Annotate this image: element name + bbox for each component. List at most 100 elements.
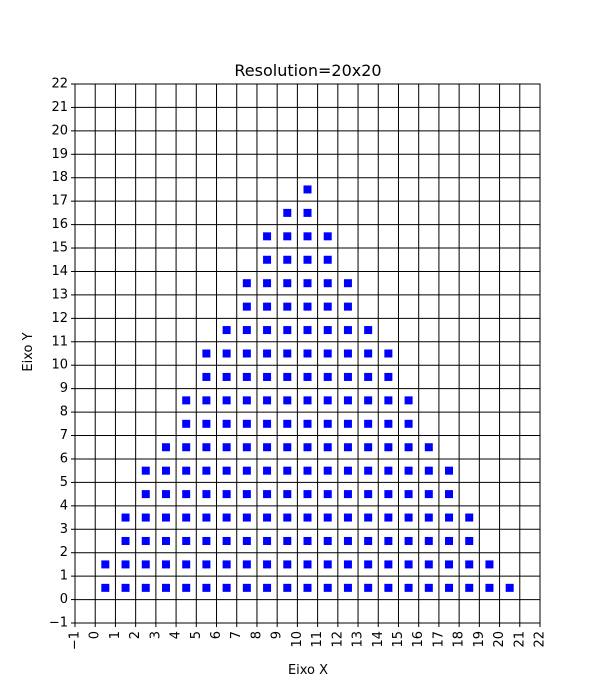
data-point bbox=[141, 583, 150, 592]
data-point bbox=[323, 396, 332, 405]
x-tick-label: −1 bbox=[68, 631, 83, 650]
data-point bbox=[283, 232, 292, 241]
data-point bbox=[384, 536, 393, 545]
y-tick-label: 19 bbox=[51, 147, 68, 162]
data-point bbox=[303, 349, 312, 358]
data-point bbox=[101, 560, 110, 569]
x-tick-label: 13 bbox=[351, 631, 366, 648]
data-point bbox=[263, 326, 272, 335]
data-point bbox=[364, 443, 373, 452]
x-tick-label: 2 bbox=[128, 631, 143, 639]
x-tick-label: 12 bbox=[330, 631, 345, 648]
data-point bbox=[283, 372, 292, 381]
data-point bbox=[364, 490, 373, 499]
data-point bbox=[303, 279, 312, 288]
data-point bbox=[121, 536, 130, 545]
data-point bbox=[222, 326, 231, 335]
data-point bbox=[343, 443, 352, 452]
data-point bbox=[445, 583, 454, 592]
data-point bbox=[303, 583, 312, 592]
data-point bbox=[222, 443, 231, 452]
data-point bbox=[263, 302, 272, 311]
data-point bbox=[404, 466, 413, 475]
data-point bbox=[323, 560, 332, 569]
data-point bbox=[161, 490, 170, 499]
data-point bbox=[202, 583, 211, 592]
data-point bbox=[465, 583, 474, 592]
data-point bbox=[242, 536, 251, 545]
data-point bbox=[283, 536, 292, 545]
data-point bbox=[263, 255, 272, 264]
x-axis-label: Eixo X bbox=[288, 663, 328, 678]
data-point bbox=[101, 583, 110, 592]
data-point bbox=[343, 349, 352, 358]
data-point bbox=[283, 208, 292, 217]
data-point bbox=[202, 396, 211, 405]
data-point bbox=[263, 513, 272, 522]
data-point bbox=[364, 326, 373, 335]
data-point bbox=[404, 536, 413, 545]
x-tick-label: 20 bbox=[492, 631, 507, 648]
data-point bbox=[384, 372, 393, 381]
data-point bbox=[303, 302, 312, 311]
data-point bbox=[323, 536, 332, 545]
x-tick-label: 22 bbox=[533, 631, 548, 648]
data-point bbox=[343, 372, 352, 381]
data-point bbox=[364, 513, 373, 522]
y-tick-label: 18 bbox=[51, 170, 68, 185]
data-point bbox=[283, 255, 292, 264]
data-point bbox=[384, 443, 393, 452]
data-point bbox=[242, 490, 251, 499]
data-point bbox=[283, 396, 292, 405]
data-point bbox=[242, 466, 251, 475]
data-point bbox=[141, 536, 150, 545]
data-point bbox=[404, 560, 413, 569]
data-point bbox=[323, 513, 332, 522]
data-point bbox=[424, 513, 433, 522]
data-point bbox=[222, 466, 231, 475]
data-point bbox=[263, 490, 272, 499]
data-point bbox=[323, 232, 332, 241]
x-tick-label: 7 bbox=[229, 631, 244, 639]
x-tick-label: 5 bbox=[189, 631, 204, 639]
data-point bbox=[141, 490, 150, 499]
data-point bbox=[404, 396, 413, 405]
y-tick-label: 11 bbox=[51, 334, 68, 349]
data-point bbox=[323, 419, 332, 428]
data-point bbox=[303, 490, 312, 499]
data-point bbox=[323, 583, 332, 592]
data-point bbox=[283, 583, 292, 592]
data-point bbox=[263, 396, 272, 405]
data-point bbox=[343, 279, 352, 288]
data-point bbox=[364, 396, 373, 405]
data-point bbox=[323, 372, 332, 381]
data-point bbox=[303, 536, 312, 545]
x-tick-label: 21 bbox=[512, 631, 527, 648]
data-point bbox=[303, 326, 312, 335]
data-point bbox=[384, 349, 393, 358]
data-point bbox=[323, 326, 332, 335]
data-point bbox=[323, 302, 332, 311]
y-tick-label: 10 bbox=[51, 358, 68, 373]
data-point bbox=[161, 536, 170, 545]
data-point bbox=[161, 443, 170, 452]
data-point bbox=[323, 466, 332, 475]
data-point bbox=[242, 372, 251, 381]
x-tick-label: 6 bbox=[209, 631, 224, 639]
data-point bbox=[263, 583, 272, 592]
data-point bbox=[222, 583, 231, 592]
y-tick-label: 13 bbox=[51, 287, 68, 302]
y-tick-label: 16 bbox=[51, 217, 68, 232]
data-point bbox=[242, 513, 251, 522]
data-point bbox=[242, 302, 251, 311]
y-tick-label: 8 bbox=[60, 405, 68, 420]
y-tick-label: 9 bbox=[60, 381, 68, 396]
data-point bbox=[202, 513, 211, 522]
data-point bbox=[364, 372, 373, 381]
data-point bbox=[364, 560, 373, 569]
data-point bbox=[121, 513, 130, 522]
data-point bbox=[384, 466, 393, 475]
data-point bbox=[161, 466, 170, 475]
